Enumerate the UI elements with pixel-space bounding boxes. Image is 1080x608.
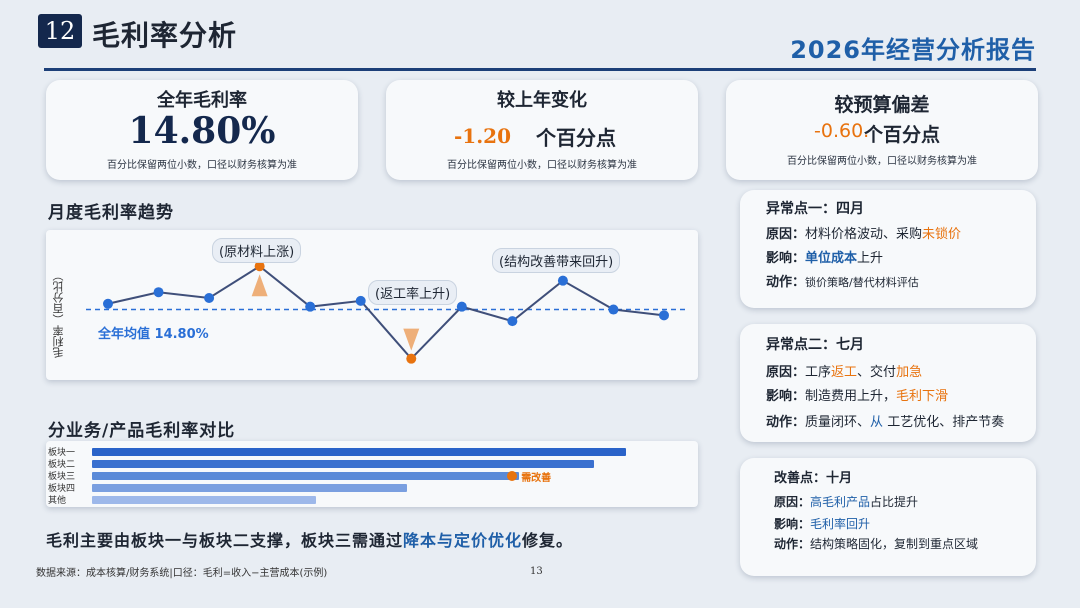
kpi-unit: 个百分点: [536, 126, 616, 150]
data-point: [659, 310, 669, 321]
kpi-unit: 个百分点: [864, 124, 941, 146]
panel-reason: 原因：材料价格波动、采购未锁价: [766, 227, 962, 242]
highlight-arrow: [251, 274, 268, 297]
kpi-card-yoy: 较上年变化 -1.20 个百分点 百分比保留两位小数，口径以财务核算为准: [386, 80, 698, 180]
panel-title: 改善点：十月: [774, 471, 853, 486]
footer-page-number: 13: [530, 566, 543, 577]
conclusion-prefix: 毛利主要由板块一与板块二支撑，板块三需通过: [46, 531, 404, 550]
conclusion-suffix: 修复。: [522, 531, 574, 550]
kpi-value: -0.60.: [814, 120, 870, 142]
kpi-note: 百分比保留两位小数，口径以财务核算为准: [107, 160, 297, 171]
data-point: [254, 261, 265, 272]
kpi-card-margin: 全年毛利率 14.80% 百分比保留两位小数，口径以财务核算为准: [46, 80, 358, 180]
conclusion-text: 毛利主要由板块一与板块二支撑，板块三需通过降本与定价优化修复。: [46, 527, 573, 551]
trend-section-title: 月度毛利率趋势: [48, 203, 174, 223]
report-title: 2026年经营分析报告: [790, 36, 1036, 64]
kpi-title: 全年毛利率: [157, 90, 247, 111]
trend-chart: [86, 261, 686, 364]
needs-improvement-marker: [507, 471, 518, 481]
bar-label: 其他: [48, 496, 67, 506]
data-point: [305, 301, 316, 312]
bar: [92, 496, 317, 504]
bar-chart: 板块一板块二板块三 需改善板块四其他: [46, 441, 698, 507]
page-number-badge: 12: [38, 14, 82, 48]
bar-label: 板块一: [48, 448, 76, 458]
kpi-value: -1.20: [454, 124, 512, 148]
trend-average-label: 全年均值 14.80%: [98, 327, 209, 342]
kpi-title: 较上年变化: [497, 90, 587, 111]
panel-reason: 原因：高毛利产品占比提升: [774, 495, 919, 509]
bar: [92, 460, 594, 468]
header-divider: [44, 68, 1036, 71]
bar-label: 板块三: [48, 472, 76, 482]
callout-structure: (结构改善带来回升): [492, 248, 621, 273]
panel-title: 异常点一：四月: [766, 201, 864, 217]
trend-line: [107, 264, 665, 361]
data-point: [608, 304, 619, 315]
conclusion-highlight: 降本与定价优化: [403, 531, 523, 550]
trend-chart-card: 毛利率（百分比） 全年均值 14.80% (原材料上涨) (返工率上升) (结构…: [46, 230, 698, 380]
data-point: [103, 298, 113, 309]
panel-action: 动作：质量闭环、从 工艺优化、排产节奏: [766, 415, 1005, 430]
kpi-title: 较预算偏差: [834, 94, 930, 116]
panel-title: 异常点二：七月: [766, 337, 864, 353]
kpi-note: 百分比保留两位小数，口径以财务核算为准: [447, 160, 637, 171]
bar: [92, 484, 408, 492]
bar: [92, 472, 520, 480]
data-point: [355, 295, 366, 306]
panel-impact: 影响：单位成本上升: [766, 251, 884, 266]
panel-reason: 原因：工序返工、交付加急: [766, 365, 923, 380]
anomaly-panel-july: 异常点二：七月 原因：工序返工、交付加急 影响：制造费用上升，毛利下滑 动作：质…: [740, 324, 1036, 442]
page-title: 毛利率分析: [92, 19, 238, 52]
bars-section-title: 分业务/产品毛利率对比: [48, 421, 236, 441]
panel-action: 动作：结构策略固化，复制到重点区域: [774, 537, 979, 551]
anomaly-panel-april: 异常点一：四月 原因：材料价格波动、采购未锁价 影响：单位成本上升 动作：锁价策…: [740, 190, 1036, 308]
data-source-note: 数据来源：成本核算/财务系统|口径：毛利=收入−主营成本(示例): [36, 568, 328, 579]
trend-y-axis-label: 毛利率（百分比）: [52, 270, 65, 358]
data-point: [406, 353, 417, 364]
data-point: [204, 293, 215, 303]
data-point: [153, 287, 164, 298]
bars-chart-card: 板块一板块二板块三 需改善板块四其他: [46, 441, 698, 507]
bar-label: 板块四: [48, 484, 76, 494]
data-point: [507, 316, 518, 327]
panel-impact: 影响：制造费用上升，毛利下滑: [766, 389, 949, 404]
kpi-card-budget: 较预算偏差 -0.60. 个百分点 百分比保留两位小数，口径以财务核算为准: [726, 80, 1038, 180]
kpi-value: 14.80%: [128, 110, 276, 152]
kpi-note: 百分比保留两位小数，口径以财务核算为准: [787, 156, 977, 167]
panel-action: 动作：锁价策略/替代材料评估: [766, 275, 919, 290]
data-point: [557, 275, 568, 286]
callout-rework: (返工率上升): [368, 280, 458, 305]
bar-label: 板块二: [48, 460, 76, 470]
bar: [92, 448, 626, 456]
needs-improvement-label: 需改善: [521, 473, 552, 484]
highlight-arrow: [403, 328, 420, 351]
callout-material: (原材料上涨): [212, 238, 302, 263]
improvement-panel-october: 改善点：十月 原因：高毛利产品占比提升 影响：毛利率回升 动作：结构策略固化，复…: [740, 458, 1036, 576]
data-point: [456, 301, 467, 312]
panel-impact: 影响：毛利率回升: [774, 517, 871, 531]
